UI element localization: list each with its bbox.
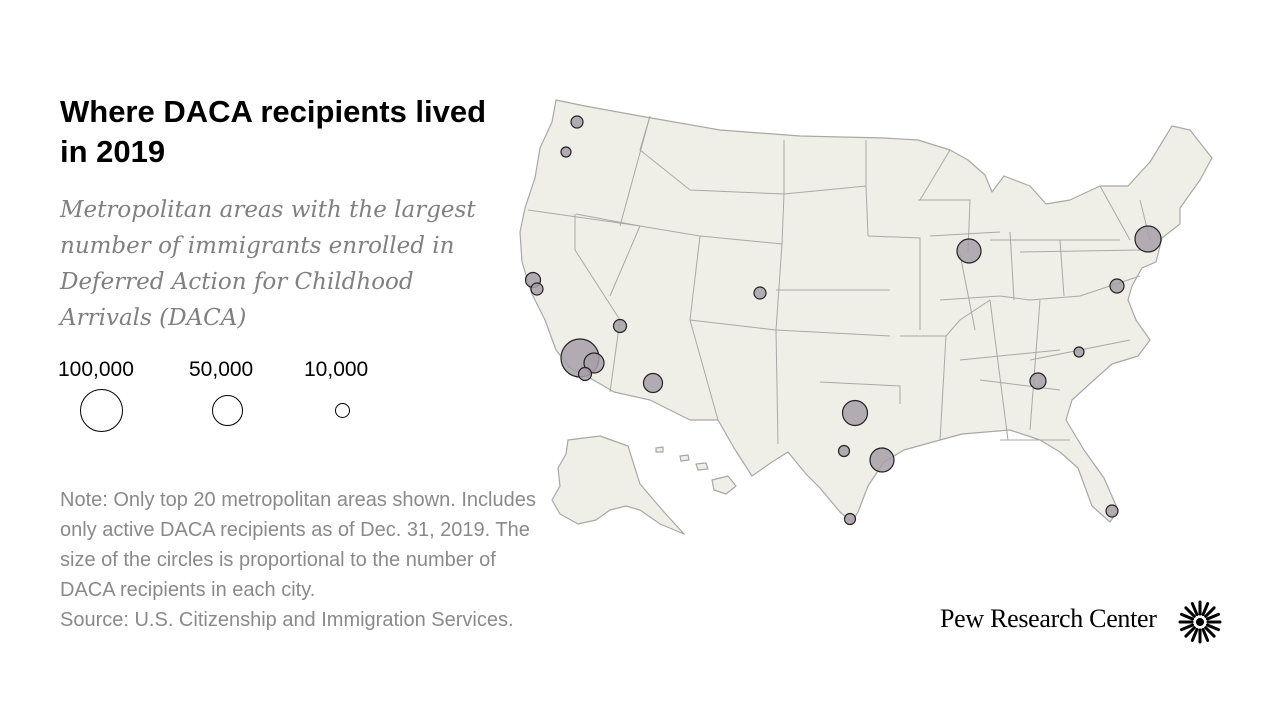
- bubble-san-diego: [577, 366, 593, 382]
- legend-label-50000: 50,000: [189, 358, 254, 381]
- legend-circle-50000: [212, 395, 243, 426]
- bubble-dallas: [841, 399, 869, 427]
- bubble-layer: [524, 115, 1162, 526]
- footnote: Note: Only top 20 metropolitan areas sho…: [60, 485, 620, 635]
- bubble-san-jose: [530, 282, 544, 296]
- note-line: only active DACA recipients as of Dec. 3…: [60, 519, 530, 541]
- hawaii-island-4: [655, 446, 664, 453]
- note-line: size of the circles is proportional to t…: [60, 549, 496, 571]
- bubble-seattle: [570, 115, 584, 129]
- legend-label-100000: 100,000: [58, 358, 134, 381]
- bubble-san-antonio: [837, 444, 851, 458]
- pew-sunburst-icon: [1178, 600, 1222, 644]
- brand-name: Pew Research Center: [940, 604, 1157, 633]
- land-group: [519, 99, 1213, 535]
- bubble-atlanta: [1029, 372, 1047, 390]
- hawaii-island: [711, 475, 737, 495]
- chart-subtitle: Metropolitan areas with the largest numb…: [60, 197, 476, 331]
- bubble-houston: [869, 447, 895, 473]
- state-borders: [527, 115, 1151, 445]
- legend-label-10000: 10,000: [304, 358, 369, 381]
- bubble-mcallen: [843, 512, 857, 526]
- note-line: DACA recipients in each city.: [60, 579, 316, 601]
- hawaii-island-2: [695, 462, 709, 471]
- legend-circle-10000: [335, 403, 350, 418]
- source-line: Source: U.S. Citizenship and Immigration…: [60, 609, 514, 631]
- bubble-portland: [560, 146, 572, 158]
- bubble-charlotte: [1073, 346, 1085, 358]
- bubble-phoenix: [642, 372, 664, 394]
- chart-title: Where DACA recipients lived in 2019: [60, 94, 487, 169]
- legend-circle-100000: [80, 389, 123, 432]
- note-line: Note: Only top 20 metropolitan areas sho…: [60, 489, 536, 511]
- bubble-denver: [753, 286, 767, 300]
- bubble-new-york: [1134, 225, 1162, 253]
- alaska-landmass: [551, 435, 685, 535]
- bubble-chicago: [956, 238, 982, 264]
- bubble-washington-dc: [1109, 278, 1125, 294]
- bubble-las-vegas: [612, 318, 628, 334]
- bubble-miami: [1105, 504, 1119, 518]
- bubble-riverside: [583, 352, 605, 374]
- contiguous-us-landmass: [519, 99, 1213, 523]
- hawaii-island-3: [679, 454, 690, 462]
